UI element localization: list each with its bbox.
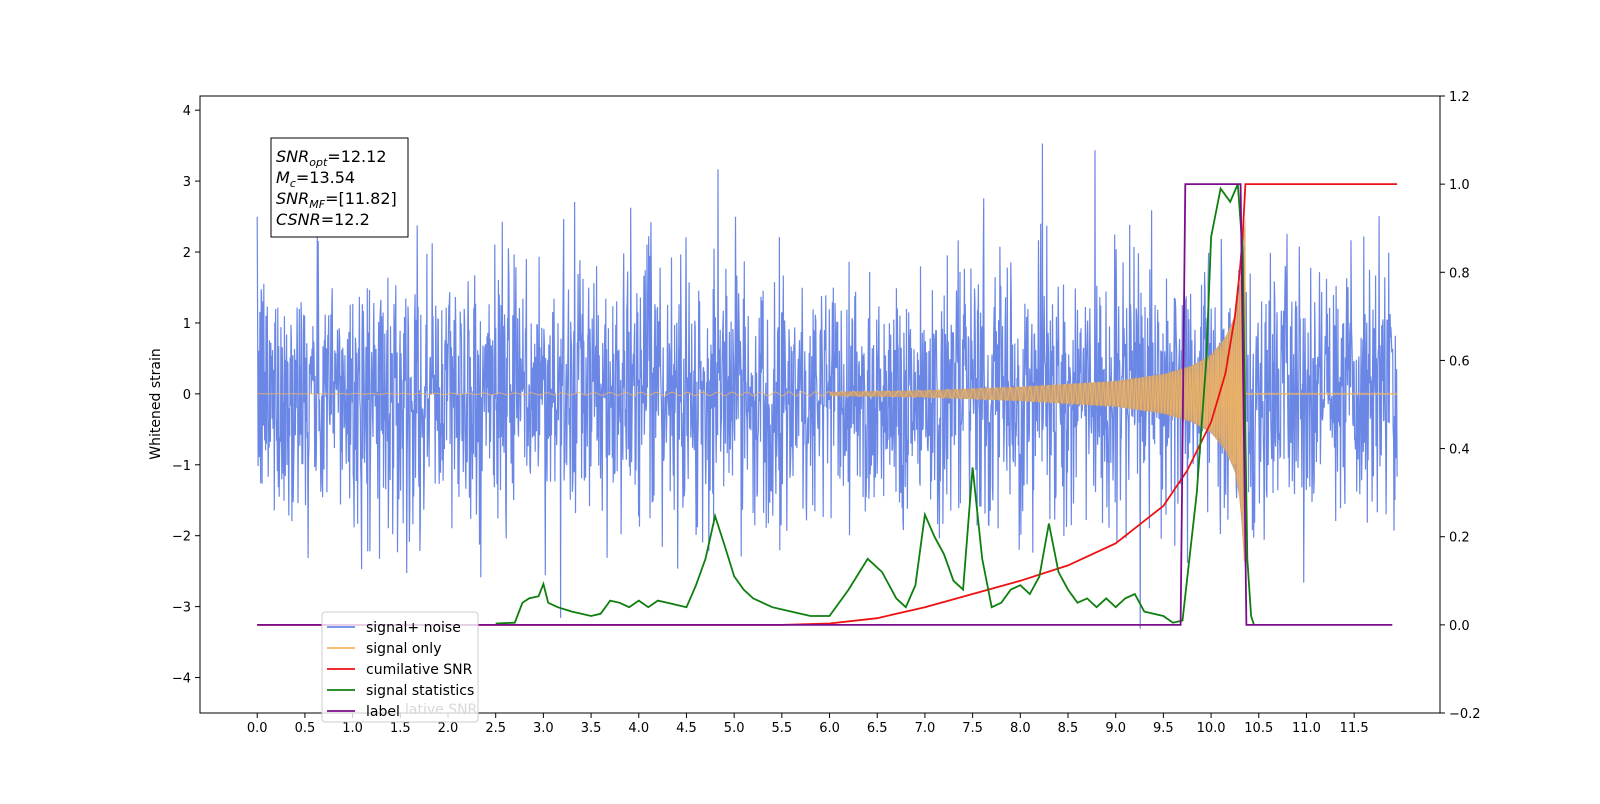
info-key: SNR bbox=[276, 189, 309, 208]
y-tick-label: 0 bbox=[183, 388, 191, 403]
y2-tick-label: 0.0 bbox=[1449, 619, 1470, 634]
y2-tick-label: 1.2 bbox=[1449, 90, 1470, 105]
x-tick-label: 4.0 bbox=[628, 721, 649, 736]
x-tick-label: 2.0 bbox=[438, 721, 459, 736]
legend-frame bbox=[321, 611, 479, 723]
y2-tick-label: 1.0 bbox=[1449, 178, 1470, 193]
series-signal-statistics-line bbox=[495, 183, 1255, 626]
info-subscript: opt bbox=[309, 156, 328, 169]
info-key: CSNR bbox=[276, 210, 321, 229]
info-value: =12.2 bbox=[321, 210, 370, 229]
y-tick-label: 2 bbox=[183, 246, 191, 261]
y-tick-label: −2 bbox=[172, 530, 191, 545]
legend: lative SNR signal+ noise signal only cumil… bbox=[321, 611, 479, 723]
y-tick-label: −4 bbox=[172, 672, 191, 687]
x-tick-label: 10.0 bbox=[1197, 721, 1226, 736]
x-tick-label: 1.5 bbox=[390, 721, 411, 736]
plot-area-frame bbox=[199, 95, 1441, 714]
x-tick-label: 0.0 bbox=[247, 721, 268, 736]
y2-tick-label: 0.8 bbox=[1449, 266, 1470, 281]
x-tick-label: 4.5 bbox=[676, 721, 697, 736]
legend-label: signal only bbox=[366, 641, 441, 657]
x-tick-label: 9.0 bbox=[1105, 721, 1126, 736]
x-tick-label: 5.5 bbox=[772, 721, 793, 736]
info-line: SNRopt=12.12 bbox=[276, 147, 387, 169]
info-subscript: c bbox=[290, 177, 296, 190]
x-tick-label: 3.0 bbox=[533, 721, 554, 736]
legend-overlap-text: lative SNR bbox=[405, 702, 478, 718]
ticks-layer: 0.0 0.5 1.0 1.5 2.0 2.5 3.0 3.5 4.0 4.5 5.0 5.5 6.0 6… bbox=[172, 90, 1481, 736]
y2-tick-label: 0.2 bbox=[1449, 531, 1470, 546]
info-line: Mc=13.54 bbox=[276, 168, 355, 190]
y-tick-label: 3 bbox=[183, 175, 191, 190]
x-tick-label: 8.5 bbox=[1058, 721, 1079, 736]
y-tick-label: −3 bbox=[172, 601, 191, 616]
x-tick-label: 5.0 bbox=[724, 721, 745, 736]
series-label-line bbox=[257, 183, 1393, 626]
info-value: =12.12 bbox=[327, 147, 386, 166]
x-tick-label: 10.5 bbox=[1244, 721, 1273, 736]
x-tick-label: 6.0 bbox=[819, 721, 840, 736]
info-subscript: MF bbox=[309, 198, 325, 211]
info-value: =[11.82] bbox=[325, 189, 397, 208]
y2-tick-label: −0.2 bbox=[1449, 707, 1481, 722]
y-axis-label: Whitened strain bbox=[148, 348, 164, 459]
x-tick-label: 11.5 bbox=[1340, 721, 1369, 736]
x-tick-label: 0.5 bbox=[295, 721, 316, 736]
legend-label: label bbox=[366, 704, 400, 720]
legend-label: signal+ noise bbox=[366, 620, 461, 636]
x-tick-label: 7.5 bbox=[962, 721, 983, 736]
x-tick-label: 6.5 bbox=[867, 721, 888, 736]
info-box-frame bbox=[270, 137, 409, 238]
y-tick-label: 4 bbox=[183, 104, 191, 119]
legend-label: signal statistics bbox=[366, 683, 474, 699]
series-cumulative-snr-line bbox=[257, 183, 1398, 626]
series-layer bbox=[256, 143, 1398, 629]
y2-tick-label: 0.6 bbox=[1449, 354, 1470, 369]
info-key: M bbox=[276, 168, 290, 187]
info-lines: SNRopt=12.12Mc=13.54SNRMF=[11.82]CSNR=12… bbox=[276, 147, 397, 229]
x-tick-label: 11.0 bbox=[1292, 721, 1321, 736]
x-tick-label: 3.5 bbox=[581, 721, 602, 736]
x-tick-label: 9.5 bbox=[1153, 721, 1174, 736]
info-line: CSNR=12.2 bbox=[276, 210, 370, 229]
legend-label: cumilative SNR bbox=[366, 662, 473, 678]
x-tick-label: 2.5 bbox=[485, 721, 506, 736]
y2-tick-label: 0.4 bbox=[1449, 443, 1470, 458]
y-tick-label: −1 bbox=[172, 459, 191, 474]
x-tick-label: 1.0 bbox=[342, 721, 363, 736]
x-tick-label: 7.0 bbox=[915, 721, 936, 736]
info-key: SNR bbox=[276, 147, 309, 166]
info-box: SNRopt=12.12Mc=13.54SNRMF=[11.82]CSNR=12… bbox=[270, 137, 409, 238]
x-tick-label: 8.0 bbox=[1010, 721, 1031, 736]
legend-items: signal+ noise signal only cumilative SNR si… bbox=[327, 620, 474, 720]
info-line: SNRMF=[11.82] bbox=[276, 189, 397, 211]
y-tick-label: 1 bbox=[183, 317, 191, 332]
info-value: =13.54 bbox=[296, 168, 355, 187]
